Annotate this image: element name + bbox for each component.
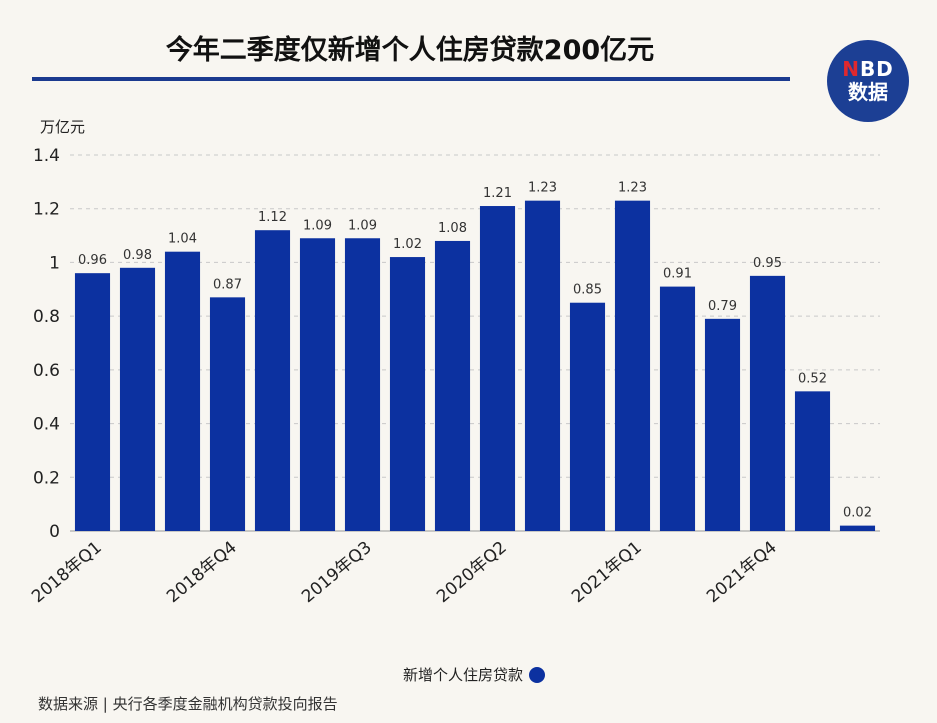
data-labels: 0.96 0.98 1.04 0.87 1.12 1.09 1.09 1.02 1.08 1.21… <box>78 181 872 521</box>
bar <box>479 206 516 531</box>
legend-label: 新增个人住房贷款 <box>403 666 524 684</box>
y-tick-label: 1.2 <box>33 200 60 220</box>
data-label: 0.85 <box>573 283 602 298</box>
data-label: 1.08 <box>438 221 467 236</box>
bar <box>164 251 201 531</box>
bars <box>74 200 876 531</box>
data-label: 1.12 <box>258 210 287 225</box>
data-label: 1.09 <box>303 218 332 233</box>
y-tick-label: 1.4 <box>33 146 60 166</box>
bar <box>794 391 831 531</box>
logo-text-line1: NBD <box>842 57 894 81</box>
chart-title: 今年二季度仅新增个人住房贷款200亿元 <box>165 35 655 66</box>
x-tick-label: 2018年Q1 <box>28 538 106 608</box>
bar <box>389 257 426 531</box>
data-label: 0.95 <box>753 256 782 271</box>
data-label: 0.91 <box>663 267 692 282</box>
x-tick-labels: 2018年Q1 2018年Q4 2019年Q3 2020年Q2 2021年Q1 2021年… <box>28 538 781 608</box>
y-tick-label: 0.8 <box>33 307 60 327</box>
y-tick-label: 0.4 <box>33 415 60 435</box>
bar <box>749 275 786 531</box>
source-note: 数据来源 | 央行各季度金融机构贷款投向报告 <box>38 695 338 713</box>
bar <box>659 286 696 531</box>
legend-swatch <box>529 666 546 683</box>
y-tick-label: 0.6 <box>33 361 60 381</box>
data-label: 1.21 <box>483 186 512 201</box>
data-label: 1.23 <box>618 181 647 196</box>
x-tick-label: 2019年Q3 <box>298 538 376 608</box>
bar <box>254 230 291 531</box>
data-label: 0.98 <box>123 248 152 263</box>
bar <box>704 318 741 531</box>
y-tick-label: 0 <box>49 522 60 542</box>
legend: 新增个人住房贷款 <box>403 664 546 685</box>
bar <box>614 200 651 531</box>
bar <box>839 525 876 531</box>
bar <box>119 267 156 531</box>
x-tick-label: 2018年Q4 <box>163 538 241 608</box>
data-label: 1.02 <box>393 237 422 252</box>
data-label: 1.23 <box>528 181 557 196</box>
nbd-logo: NBD 数据 <box>827 40 909 122</box>
bar <box>74 273 111 531</box>
bar <box>524 200 561 531</box>
title-underline <box>32 77 790 81</box>
data-label: 1.04 <box>168 232 197 247</box>
logo-text-line2: 数据 <box>848 80 888 104</box>
data-label: 1.09 <box>348 218 377 233</box>
y-tick-labels: 0 0.2 0.4 0.6 0.8 1 1.2 1.4 <box>33 146 60 542</box>
y-tick-label: 1 <box>49 253 60 273</box>
y-axis-unit-label: 万亿元 <box>40 118 86 136</box>
bar <box>434 240 471 531</box>
grid-lines <box>70 154 880 532</box>
x-tick-label: 2020年Q2 <box>433 538 511 608</box>
y-tick-label: 0.2 <box>33 468 60 488</box>
data-label: 0.79 <box>708 299 737 314</box>
bar <box>344 238 381 531</box>
data-label: 0.87 <box>213 277 242 292</box>
data-label: 0.02 <box>843 506 872 521</box>
data-label: 0.52 <box>798 371 827 386</box>
bar <box>209 297 246 531</box>
x-tick-label: 2021年Q4 <box>703 538 781 608</box>
bar <box>299 238 336 531</box>
data-label: 0.96 <box>78 253 107 268</box>
x-tick-label: 2021年Q1 <box>568 538 646 608</box>
bar <box>569 302 606 531</box>
